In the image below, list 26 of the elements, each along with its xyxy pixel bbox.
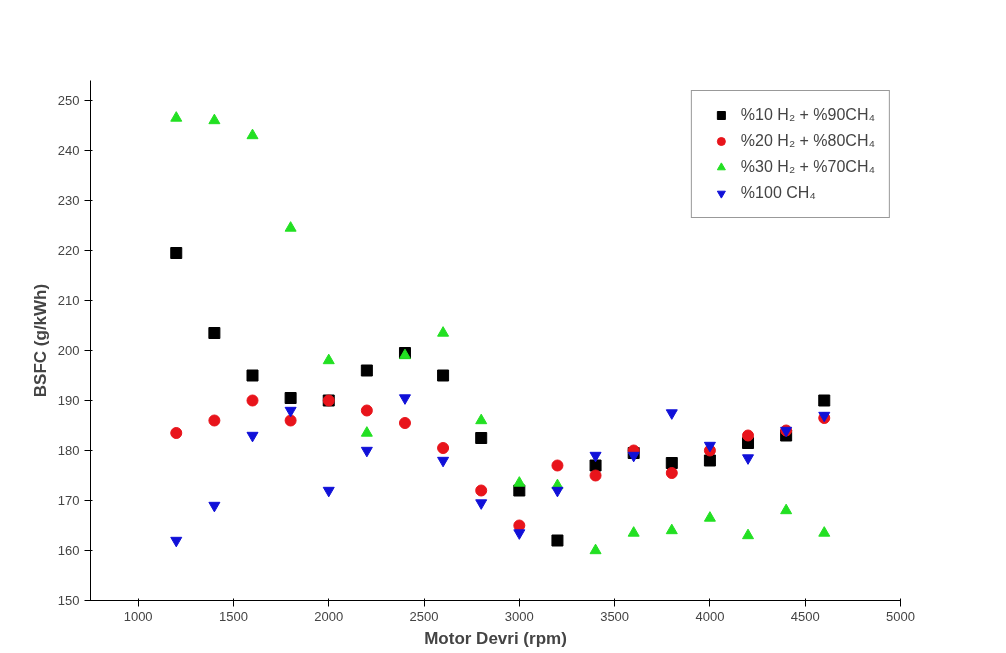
y-axis-title: BSFC (g/kWh)	[30, 283, 50, 398]
legend-label: %10 H₂ + %90CH₄	[740, 106, 875, 124]
x-tick-label: 4500	[790, 608, 820, 624]
x-tick-label: 5000	[886, 608, 915, 624]
x-tick-label: 4000	[695, 608, 725, 624]
x-tick-label: 1500	[218, 608, 248, 624]
y-tick-label: 240	[57, 143, 80, 158]
x-axis-title: Motor Devri (rpm)	[424, 628, 567, 648]
y-tick-label: 200	[57, 343, 80, 358]
y-tick-label: 150	[57, 593, 80, 608]
x-tick-label: 2000	[314, 608, 344, 624]
x-tick-label: 2500	[409, 608, 439, 624]
y-tick-label: 160	[57, 543, 80, 558]
y-tick-label: 220	[57, 243, 80, 258]
y-tick-label: 190	[57, 393, 80, 408]
y-tick-label: 170	[57, 493, 80, 508]
y-tick-label: 210	[57, 293, 80, 308]
y-tick-label: 180	[57, 443, 80, 458]
x-tick-label: 1000	[123, 608, 153, 624]
x-tick-label: 3000	[504, 608, 534, 624]
legend-label: %20 H₂ + %80CH₄	[740, 132, 875, 150]
y-tick-label: 230	[57, 193, 80, 208]
x-tick-label: 3500	[600, 608, 630, 624]
legend-label: %30 H₂ + %70CH₄	[740, 158, 875, 176]
y-tick-label: 250	[57, 93, 80, 108]
legend-label: %100 CH₄	[740, 184, 816, 202]
